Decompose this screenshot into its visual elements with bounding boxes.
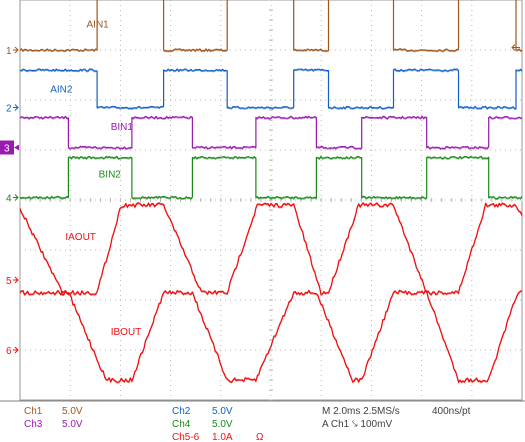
channel-marker-6: 6: [6, 346, 12, 357]
channel-marker-arrow-6: [13, 346, 19, 354]
annotation-ibout: IBOUT: [111, 327, 142, 338]
channel-marker-4: 4: [6, 194, 12, 205]
trace-ibout-band: [19, 290, 523, 384]
annotation-ain1: AIN1: [87, 20, 110, 31]
record-readout: 400ns/pt: [432, 406, 471, 417]
channel-marker-arrow-3: [14, 144, 19, 151]
trace-iaout-band: [19, 203, 523, 297]
graticule-grid: [19, 0, 523, 401]
ch2-scale: 5.0V: [212, 406, 233, 417]
ch4-label: Ch4: [172, 419, 191, 430]
waveform-traces: [19, 0, 523, 384]
channel-marker-arrow-5: [13, 276, 19, 284]
ch2-label: Ch2: [172, 406, 191, 417]
annotation-bin1: BIN1: [111, 122, 134, 133]
channel-marker-box-3: [0, 140, 14, 155]
annotation-iaout: IAOUT: [65, 232, 96, 243]
channel-marker-3: 3: [4, 144, 10, 155]
trace-bin1-band: [19, 116, 523, 151]
channel-marker-1: 1: [6, 46, 12, 57]
trace-annotations: AIN1 AIN2 BIN1 BIN2 IAOUT IBOUT: [50, 20, 141, 339]
trace-ain1-band: [19, 0, 523, 53]
annotation-ain2: AIN2: [50, 85, 73, 96]
ch3-scale: 5.0V: [62, 419, 83, 430]
math-unit: Ω: [256, 432, 264, 442]
trace-bin2: [19, 155, 523, 200]
channel-marker-5: 5: [6, 276, 12, 287]
trigger-markers: [511, 44, 520, 51]
trace-bin2-band: [19, 156, 523, 201]
trigger-level-marker: [511, 44, 520, 51]
timebase-readout: M 2.0ms 2.5MS/s: [322, 406, 400, 417]
ch1-scale: 5.0V: [62, 406, 83, 417]
trace-bin1: [19, 115, 523, 150]
trace-ain2-band: [19, 69, 523, 111]
ch4-scale: 5.0V: [212, 419, 233, 430]
ch1-label: Ch1: [24, 406, 43, 417]
trace-ain2: [19, 68, 523, 110]
annotation-bin2: BIN2: [99, 170, 122, 181]
channel-marker-2: 2: [6, 104, 12, 115]
channel-marker-arrow-4: [13, 194, 19, 201]
trace-ain1: [19, 0, 523, 52]
channel-markers: 1 2 3 4 5 6: [0, 46, 19, 357]
trigger-readout: A Ch1 ⤥ 100mV: [322, 419, 392, 430]
channel-marker-arrow-1: [13, 46, 19, 54]
status-bar: Ch1 5.0V Ch3 5.0V Ch2 5.0V Ch4 5.0V Ch5-…: [24, 406, 471, 442]
math-scale: 1.0A: [212, 432, 233, 442]
ch3-label: Ch3: [24, 419, 43, 430]
channel-marker-arrow-2: [13, 104, 19, 111]
math-label: Ch5-6: [172, 432, 200, 442]
